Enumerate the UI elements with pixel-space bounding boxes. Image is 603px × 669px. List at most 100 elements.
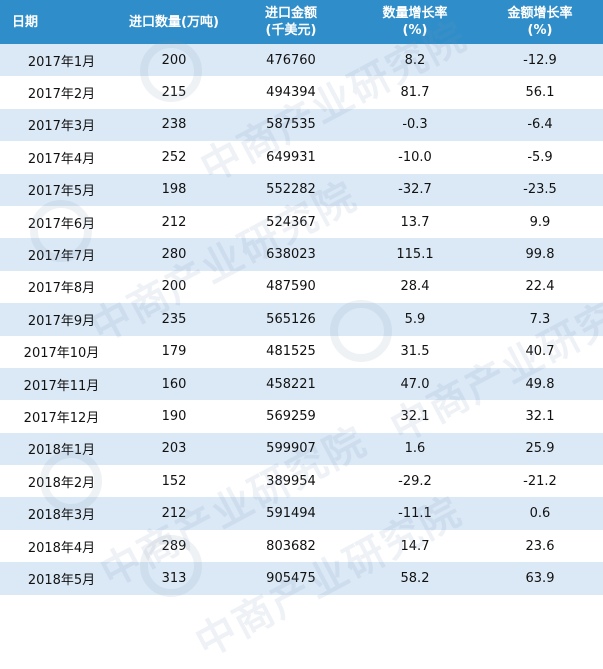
cell-amt-growth: 63.9: [525, 570, 555, 586]
header-amt-growth: 金额增长率 (%): [477, 0, 603, 44]
cell-date: 2017年4月: [27, 151, 96, 167]
cell-qty-growth: 1.6: [404, 441, 426, 457]
cell-qty-growth: 14.7: [400, 538, 430, 554]
table-row: 2017年8月 200 487590 28.4 22.4: [0, 270, 603, 304]
cell-amount: 494394: [266, 85, 316, 101]
cell-amt-growth: 7.3: [529, 311, 551, 327]
cell-amount: 524367: [266, 214, 316, 230]
header-qty-growth: 数量增长率 (%): [353, 0, 477, 44]
cell-amt-growth: -5.9: [527, 149, 553, 165]
cell-date: 2018年5月: [27, 572, 96, 588]
cell-amount: 487590: [266, 279, 316, 295]
cell-qty: 200: [161, 52, 187, 68]
cell-qty-growth: 5.9: [404, 311, 426, 327]
cell-amt-growth: 40.7: [525, 344, 555, 360]
table-row: 2018年1月 203 599907 1.6 25.9: [0, 432, 603, 466]
cell-amount: 638023: [266, 247, 316, 263]
cell-amt-growth: 25.9: [525, 441, 555, 457]
cell-amt-growth: 22.4: [525, 279, 555, 295]
cell-date: 2018年1月: [27, 443, 96, 459]
cell-date: 2017年6月: [27, 216, 96, 232]
cell-date: 2017年12月: [23, 410, 100, 426]
cell-amount: 599907: [266, 441, 316, 457]
cell-qty-growth: 58.2: [400, 570, 430, 586]
cell-qty: 289: [161, 538, 187, 554]
table-row: 2018年5月 313 905475 58.2 63.9: [0, 562, 603, 595]
cell-qty-growth: 47.0: [400, 376, 430, 392]
cell-qty: 252: [161, 149, 187, 165]
cell-amt-growth: 23.6: [525, 538, 555, 554]
table-row: 2017年4月 252 649931 -10.0 -5.9: [0, 141, 603, 174]
cell-qty: 160: [161, 376, 187, 392]
cell-date: 2018年4月: [27, 540, 96, 556]
table-row: 2017年5月 198 552282 -32.7 -23.5: [0, 173, 603, 206]
cell-amount: 552282: [266, 182, 316, 198]
cell-date: 2017年5月: [27, 184, 96, 200]
table-row: 2017年7月 280 638023 115.1 99.8: [0, 238, 603, 271]
cell-amount: 649931: [266, 149, 316, 165]
cell-amount: 905475: [266, 570, 316, 586]
cell-qty: 238: [161, 117, 187, 133]
cell-date: 2017年8月: [27, 281, 96, 297]
cell-qty-growth: 31.5: [400, 344, 430, 360]
cell-qty-growth: 8.2: [404, 52, 426, 68]
header-qty-growth-line1: 数量增长率: [382, 6, 448, 21]
cell-qty: 179: [161, 344, 187, 360]
cell-qty-growth: 13.7: [400, 214, 430, 230]
cell-qty-growth: 81.7: [400, 85, 430, 101]
table-row: 2018年4月 289 803682 14.7 23.6: [0, 529, 603, 563]
cell-qty-growth: 115.1: [396, 247, 434, 263]
header-amount-line2: (千美元): [265, 23, 317, 38]
header-qty: 进口数量(万吨): [129, 14, 219, 30]
cell-amt-growth: -21.2: [523, 473, 557, 489]
cell-qty: 212: [161, 214, 187, 230]
cell-date: 2018年2月: [27, 475, 96, 491]
cell-qty: 198: [161, 182, 187, 198]
table-row: 2017年9月 235 565126 5.9 7.3: [0, 303, 603, 336]
cell-date: 2017年10月: [23, 346, 100, 362]
cell-amount: 803682: [266, 538, 316, 554]
cell-amount: 458221: [266, 376, 316, 392]
table-row: 2017年3月 238 587535 -0.3 -6.4: [0, 108, 603, 142]
cell-qty-growth: -11.1: [398, 506, 432, 522]
cell-amt-growth: -23.5: [523, 182, 557, 198]
header-amount-line1: 进口金额: [264, 6, 317, 21]
cell-amount: 481525: [266, 344, 316, 360]
cell-amt-growth: 56.1: [525, 85, 555, 101]
cell-qty-growth: -29.2: [398, 473, 432, 489]
cell-qty: 200: [161, 279, 187, 295]
cell-date: 2017年3月: [27, 119, 96, 135]
cell-qty-growth: -10.0: [398, 149, 432, 165]
cell-qty: 190: [161, 408, 187, 424]
cell-qty-growth: -0.3: [402, 117, 428, 133]
header-row: 日期 进口数量(万吨) 进口金额 (千美元) 数量增长率 (%) 金额增长率 (…: [0, 0, 603, 44]
cell-amt-growth: 9.9: [529, 214, 551, 230]
header-amt-growth-line1: 金额增长率: [507, 6, 573, 21]
cell-qty: 203: [161, 441, 187, 457]
cell-amount: 476760: [266, 52, 316, 68]
cell-qty: 280: [161, 247, 187, 263]
header-amt-growth-line2: (%): [527, 23, 553, 38]
cell-amount: 569259: [266, 408, 316, 424]
cell-amount: 389954: [266, 473, 316, 489]
table-row: 2017年1月 200 476760 8.2 -12.9: [0, 44, 603, 77]
table-row: 2018年3月 212 591494 -11.1 0.6: [0, 497, 603, 530]
cell-amt-growth: -6.4: [527, 117, 553, 133]
cell-date: 2017年7月: [27, 249, 96, 265]
cell-amt-growth: 0.6: [529, 506, 551, 522]
cell-amt-growth: -12.9: [523, 52, 557, 68]
cell-date: 2017年1月: [27, 54, 96, 70]
cell-qty-growth: 32.1: [400, 408, 430, 424]
cell-qty: 212: [161, 506, 187, 522]
header-amount: 进口金额 (千美元): [229, 0, 353, 44]
cell-date: 2017年2月: [27, 87, 96, 103]
table-row: 2017年11月 160 458221 47.0 49.8: [0, 367, 603, 401]
cell-date: 2018年3月: [27, 508, 96, 524]
cell-amt-growth: 32.1: [525, 408, 555, 424]
cell-amount: 591494: [266, 506, 316, 522]
table-row: 2018年2月 152 389954 -29.2 -21.2: [0, 465, 603, 498]
cell-date: 2017年9月: [27, 313, 96, 329]
table-row: 2017年2月 215 494394 81.7 56.1: [0, 76, 603, 109]
table-row: 2017年12月 190 569259 32.1 32.1: [0, 400, 603, 433]
cell-amount: 587535: [266, 117, 316, 133]
